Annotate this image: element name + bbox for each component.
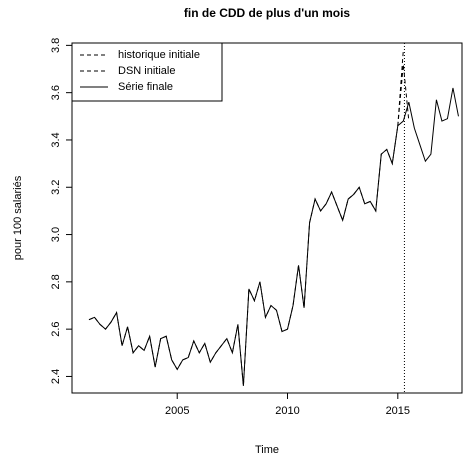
y-tick-label: 2.4 — [50, 369, 62, 384]
x-tick-label: 2015 — [386, 405, 410, 417]
plot-frame — [71, 42, 463, 394]
series-line — [88, 87, 459, 386]
chart-title: fin de CDD de plus d'un mois — [184, 6, 351, 20]
y-tick-label: 3.6 — [50, 85, 62, 100]
legend-label: Série finale — [118, 81, 173, 93]
y-tick-label: 3.2 — [50, 180, 62, 195]
legend-box — [71, 42, 223, 102]
legend-label: historique initiale — [118, 49, 200, 61]
y-tick-label: 3.4 — [50, 132, 62, 147]
x-tick-label: 2010 — [275, 405, 299, 417]
y-tick-label: 3.8 — [50, 38, 62, 53]
legend-label: DSN initiale — [118, 65, 175, 77]
x-tick-label: 2005 — [165, 405, 189, 417]
y-tick-label: 2.6 — [50, 322, 62, 337]
y-tick-label: 3.0 — [50, 227, 62, 242]
y-tick-label: 2.8 — [50, 274, 62, 289]
series-line — [397, 64, 410, 126]
y-axis-label: pour 100 salariés — [12, 175, 24, 260]
x-axis-label: Time — [255, 444, 279, 456]
